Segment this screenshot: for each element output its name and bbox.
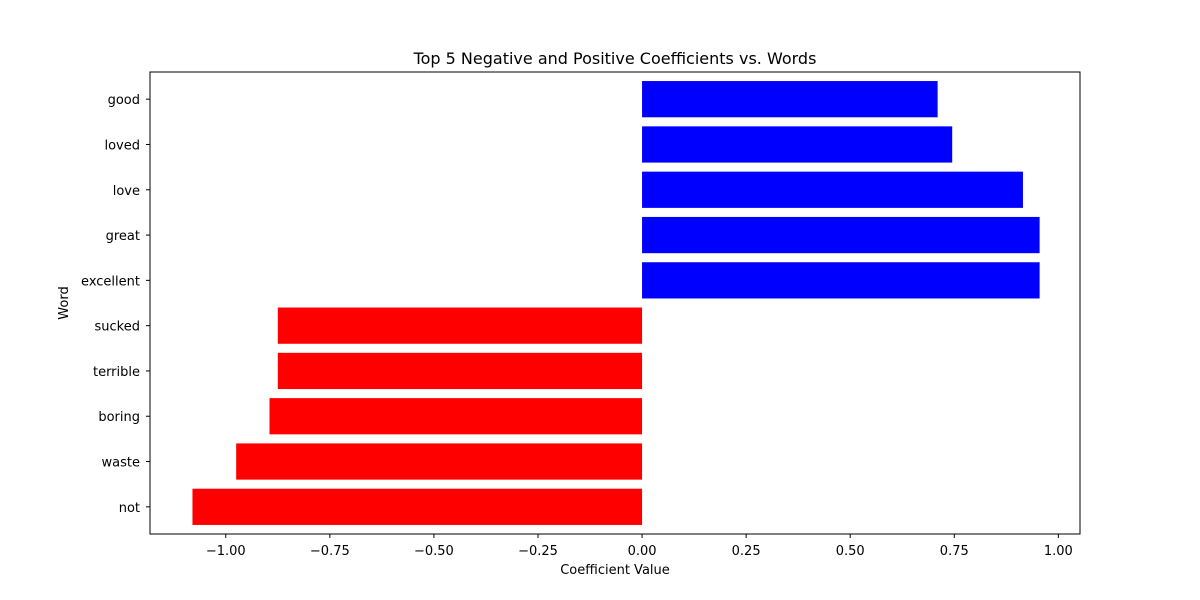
y-tick-label-waste: waste: [102, 456, 140, 471]
x-tick-label: 0.25: [732, 544, 761, 559]
x-tick-label: 0.00: [628, 544, 657, 559]
y-tick-label-excellent: excellent: [81, 274, 140, 289]
y-tick-label-great: great: [106, 229, 140, 244]
bars-group: [192, 81, 1040, 525]
y-tick-label-sucked: sucked: [95, 320, 140, 335]
y-tick-label-not: not: [119, 501, 140, 516]
bar-love: [642, 171, 1023, 208]
bar-great: [642, 216, 1040, 254]
bar-sucked: [277, 307, 643, 344]
y-axis-label: Word: [57, 286, 72, 319]
y-tick-label-terrible: terrible: [93, 365, 140, 380]
x-tick-label: −1.00: [206, 544, 246, 559]
x-axis-label: Coefficient Value: [560, 563, 670, 578]
y-tick-label-love: love: [113, 184, 140, 199]
x-tick-label: 0.75: [940, 544, 969, 559]
y-tick-label-loved: loved: [104, 138, 140, 153]
x-tick-label: −0.25: [518, 544, 558, 559]
x-tick-label: −0.75: [310, 544, 350, 559]
y-tick-label-good: good: [108, 93, 140, 108]
bar-good: [642, 81, 938, 118]
bar-not: [192, 488, 643, 525]
x-tick-label: 1.00: [1044, 544, 1073, 559]
y-tick-label-boring: boring: [98, 410, 140, 425]
bar-loved: [642, 126, 953, 163]
x-tick-label: −0.50: [414, 544, 454, 559]
plot-frame: [149, 71, 1081, 535]
x-tick-label: 0.50: [836, 544, 865, 559]
y-axis-ticks: not waste boring terrible sucked excellent gre…: [81, 93, 150, 516]
bar-terrible: [277, 352, 643, 390]
bar-boring: [269, 398, 643, 435]
bar-excellent: [642, 262, 1040, 299]
bar-waste: [236, 443, 643, 480]
chart-title: Top 5 Negative and Positive Coefficients…: [413, 49, 817, 68]
x-axis-ticks: −1.00 −0.75 −0.50 −0.25 0.00 0.25 0.50 0.75 1.00: [206, 534, 1073, 559]
